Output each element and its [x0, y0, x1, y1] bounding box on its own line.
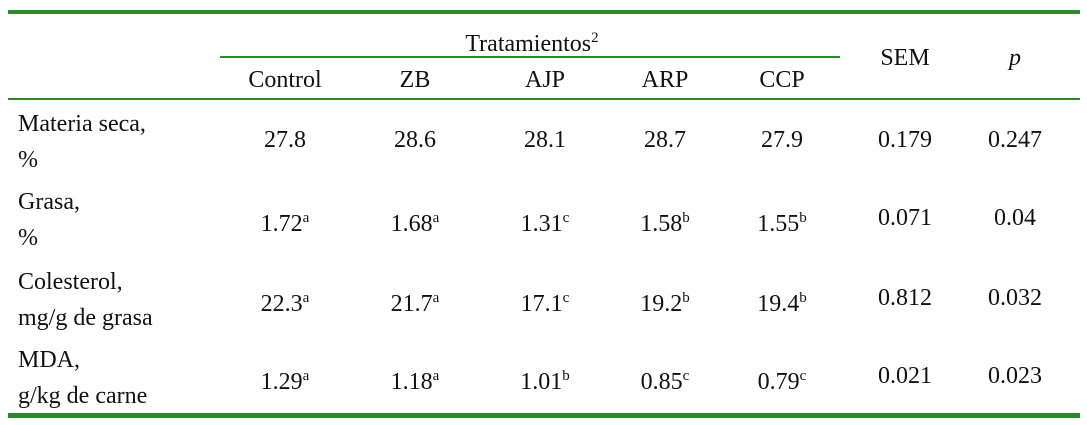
superscript: a — [302, 210, 310, 226]
cell: 21.7a — [391, 284, 440, 318]
row-label: g/kg de carne — [18, 383, 148, 409]
cell-value: 1.31 — [520, 211, 563, 237]
row-label: mg/g de grasa — [18, 305, 153, 331]
column-header: ZB — [399, 67, 431, 93]
cell: 0.032 — [988, 284, 1042, 312]
superscript: c — [562, 210, 570, 226]
cell-value: 27.8 — [264, 127, 306, 153]
column-header: AJP — [524, 67, 566, 93]
cell-value: 1.29 — [260, 369, 303, 395]
column-header: CCP — [759, 67, 805, 93]
group-header: Tratamientos2 — [465, 24, 598, 58]
cell-value: 0.79 — [757, 369, 800, 395]
cell: 1.01b — [520, 362, 570, 396]
cell-value: 1.68 — [390, 211, 433, 237]
cell: 0.179 — [878, 126, 932, 154]
cell: 19.4b — [757, 284, 807, 318]
superscript: 2 — [591, 30, 599, 46]
cell-value: 0.247 — [988, 127, 1042, 153]
superscript: b — [799, 210, 807, 226]
superscript: c — [799, 368, 807, 384]
cell-value: 19.4 — [757, 291, 800, 317]
column-header: ARP — [641, 67, 689, 93]
cell: 0.023 — [988, 362, 1042, 390]
cell: 1.72a — [261, 204, 310, 238]
cell: 0.247 — [988, 126, 1042, 154]
cell: 1.58b — [640, 204, 690, 238]
superscript: b — [799, 290, 807, 306]
cell-value: 0.85 — [640, 369, 683, 395]
superscript: b — [682, 290, 690, 306]
cell: 28.7 — [644, 126, 686, 154]
row-label: Colesterol, — [18, 269, 123, 295]
cell-value: 0.021 — [878, 363, 932, 389]
cell-value: 0.023 — [988, 363, 1042, 389]
cell: 0.021 — [878, 362, 932, 390]
cell: 27.8 — [264, 126, 306, 154]
group-rule — [220, 56, 840, 58]
superscript: c — [562, 290, 570, 306]
column-header: SEM — [880, 45, 930, 71]
column-header: Control — [248, 67, 322, 93]
superscript: a — [432, 290, 440, 306]
cell-value: 17.1 — [520, 291, 563, 317]
cell: 0.85c — [641, 362, 690, 396]
superscript: b — [562, 368, 570, 384]
cell-value: 28.7 — [644, 127, 686, 153]
cell: 1.29a — [261, 362, 310, 396]
cell: 19.2b — [640, 284, 690, 318]
superscript: a — [432, 368, 440, 384]
column-header: p — [1009, 45, 1021, 71]
cell-value: 21.7 — [390, 291, 433, 317]
cell-value: 27.9 — [761, 127, 803, 153]
cell-value: 1.18 — [390, 369, 433, 395]
superscript: a — [302, 368, 310, 384]
top-rule — [8, 10, 1080, 14]
row-label: % — [18, 225, 38, 251]
row-label: Grasa, — [18, 189, 80, 215]
header-rule — [8, 98, 1080, 100]
superscript: c — [682, 368, 690, 384]
cell: 1.68a — [391, 204, 440, 238]
row-label: MDA, — [18, 347, 81, 373]
superscript: a — [432, 210, 440, 226]
cell: 27.9 — [761, 126, 803, 154]
cell: 1.55b — [757, 204, 807, 238]
cell-value: 28.6 — [394, 127, 436, 153]
cell-value: 1.01 — [520, 369, 563, 395]
cell-value: 0.812 — [878, 285, 932, 311]
cell-value: 0.032 — [988, 285, 1042, 311]
cell-value: 0.04 — [994, 205, 1036, 231]
cell-value: 0.179 — [878, 127, 932, 153]
cell: 0.071 — [878, 204, 932, 232]
cell: 0.79c — [758, 362, 807, 396]
superscript: b — [682, 210, 690, 226]
cell-value: 19.2 — [640, 291, 683, 317]
cell-value: 1.55 — [757, 211, 800, 237]
cell-value: 28.1 — [524, 127, 566, 153]
cell-value: 1.58 — [640, 211, 683, 237]
cell: 1.31c — [521, 204, 570, 238]
cell: 0.04 — [994, 204, 1036, 232]
row-label: % — [18, 147, 38, 173]
group-header-text: Tratamientos — [465, 31, 592, 57]
cell: 0.812 — [878, 284, 932, 312]
cell-value: 0.071 — [878, 205, 932, 231]
superscript: a — [302, 290, 310, 306]
cell-value: 22.3 — [260, 291, 303, 317]
cell: 17.1c — [521, 284, 570, 318]
cell: 22.3a — [261, 284, 310, 318]
cell: 28.6 — [394, 126, 436, 154]
bottom-rule — [8, 413, 1080, 418]
cell-value: 1.72 — [260, 211, 303, 237]
row-label: Materia seca, — [18, 111, 146, 137]
cell: 28.1 — [524, 126, 566, 154]
cell: 1.18a — [391, 362, 440, 396]
